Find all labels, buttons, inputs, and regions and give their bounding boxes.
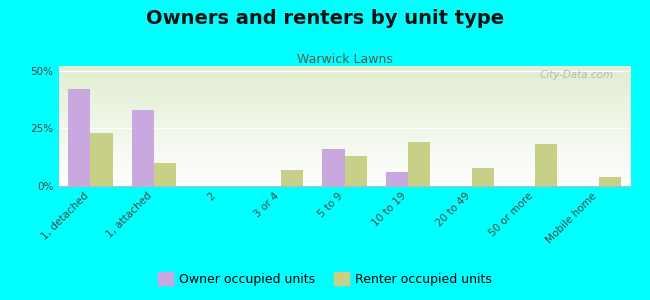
Legend: Owner occupied units, Renter occupied units: Owner occupied units, Renter occupied un… xyxy=(153,267,497,291)
Text: Owners and renters by unit type: Owners and renters by unit type xyxy=(146,9,504,28)
Bar xyxy=(535,145,558,186)
Bar xyxy=(344,156,367,186)
Bar xyxy=(90,133,112,186)
Bar xyxy=(408,142,430,186)
Bar xyxy=(472,167,494,186)
Bar xyxy=(68,89,90,186)
Text: City-Data.com: City-Data.com xyxy=(540,70,614,80)
Bar xyxy=(386,172,408,186)
Bar xyxy=(599,177,621,186)
Bar xyxy=(281,170,303,186)
Title: Warwick Lawns: Warwick Lawns xyxy=(296,53,393,66)
Bar xyxy=(322,149,344,186)
Bar xyxy=(154,163,176,186)
Bar xyxy=(131,110,154,186)
